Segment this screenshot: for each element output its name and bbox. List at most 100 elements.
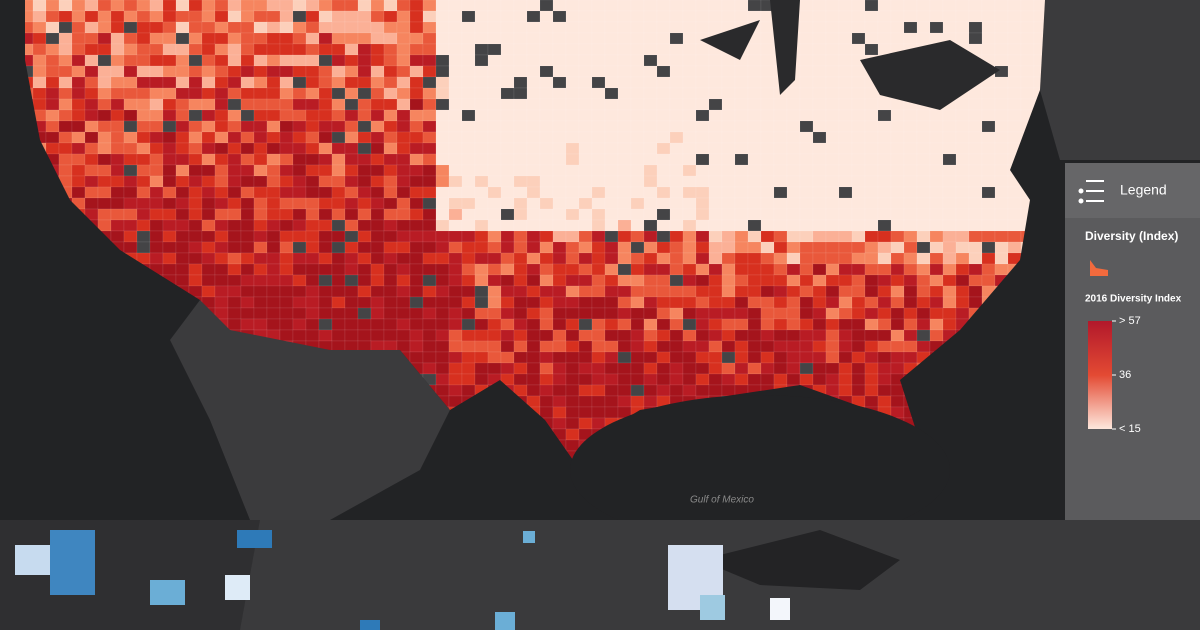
county bbox=[487, 263, 502, 276]
county bbox=[799, 142, 814, 155]
county bbox=[565, 186, 580, 199]
legend-toggle[interactable]: Legend bbox=[1065, 163, 1200, 218]
county bbox=[149, 131, 164, 144]
county bbox=[539, 54, 554, 67]
county bbox=[32, 65, 47, 78]
county bbox=[266, 175, 281, 188]
county bbox=[305, 153, 320, 166]
county bbox=[604, 241, 619, 254]
county bbox=[422, 252, 437, 265]
county bbox=[799, 0, 814, 12]
county bbox=[474, 230, 489, 243]
county bbox=[552, 208, 567, 221]
county bbox=[344, 131, 359, 144]
county bbox=[942, 153, 957, 166]
county bbox=[201, 131, 216, 144]
county bbox=[97, 175, 112, 188]
county bbox=[188, 109, 203, 122]
county bbox=[162, 164, 177, 177]
county bbox=[318, 252, 333, 265]
county bbox=[695, 263, 710, 276]
county bbox=[539, 274, 554, 287]
county bbox=[175, 98, 190, 111]
county bbox=[760, 109, 775, 122]
county bbox=[578, 395, 593, 408]
county bbox=[344, 65, 359, 78]
county bbox=[617, 32, 632, 45]
county bbox=[188, 54, 203, 67]
legend-icon bbox=[1078, 180, 1104, 204]
county bbox=[84, 10, 99, 23]
county bbox=[630, 230, 645, 243]
county bbox=[890, 241, 905, 254]
county bbox=[253, 164, 268, 177]
county bbox=[266, 186, 281, 199]
county bbox=[435, 32, 450, 45]
county bbox=[123, 131, 138, 144]
county bbox=[773, 263, 788, 276]
county bbox=[357, 230, 372, 243]
county bbox=[760, 54, 775, 67]
county bbox=[396, 307, 411, 320]
county bbox=[695, 296, 710, 309]
county bbox=[279, 208, 294, 221]
county bbox=[552, 65, 567, 78]
county bbox=[604, 384, 619, 397]
county bbox=[565, 219, 580, 232]
county bbox=[656, 76, 671, 89]
county bbox=[175, 109, 190, 122]
county bbox=[565, 428, 580, 441]
county bbox=[591, 21, 606, 34]
county bbox=[552, 373, 567, 386]
county bbox=[617, 153, 632, 166]
county bbox=[448, 54, 463, 67]
county bbox=[812, 252, 827, 265]
county bbox=[149, 21, 164, 34]
county bbox=[84, 98, 99, 111]
county bbox=[71, 10, 86, 23]
county bbox=[513, 296, 528, 309]
county bbox=[721, 285, 736, 298]
county bbox=[812, 131, 827, 144]
county bbox=[500, 10, 515, 23]
county bbox=[916, 186, 931, 199]
county bbox=[617, 142, 632, 155]
county bbox=[448, 153, 463, 166]
county bbox=[864, 329, 879, 342]
county bbox=[513, 252, 528, 265]
county bbox=[513, 43, 528, 56]
county bbox=[461, 186, 476, 199]
county bbox=[383, 219, 398, 232]
county bbox=[318, 87, 333, 100]
county bbox=[58, 142, 73, 155]
county bbox=[461, 340, 476, 353]
county bbox=[435, 252, 450, 265]
county bbox=[877, 263, 892, 276]
county bbox=[97, 87, 112, 100]
county bbox=[279, 54, 294, 67]
county bbox=[240, 21, 255, 34]
county bbox=[201, 219, 216, 232]
county bbox=[409, 0, 424, 12]
county bbox=[916, 340, 931, 353]
county bbox=[929, 164, 944, 177]
county bbox=[877, 109, 892, 122]
county bbox=[227, 318, 242, 331]
county bbox=[331, 21, 346, 34]
county bbox=[721, 373, 736, 386]
county bbox=[461, 208, 476, 221]
county bbox=[864, 186, 879, 199]
county bbox=[682, 219, 697, 232]
county bbox=[994, 252, 1009, 265]
county bbox=[604, 76, 619, 89]
county bbox=[214, 54, 229, 67]
county bbox=[591, 131, 606, 144]
county bbox=[409, 164, 424, 177]
county bbox=[630, 153, 645, 166]
county bbox=[136, 131, 151, 144]
county bbox=[331, 120, 346, 133]
county bbox=[682, 197, 697, 210]
county bbox=[617, 208, 632, 221]
county bbox=[760, 219, 775, 232]
county bbox=[669, 340, 684, 353]
